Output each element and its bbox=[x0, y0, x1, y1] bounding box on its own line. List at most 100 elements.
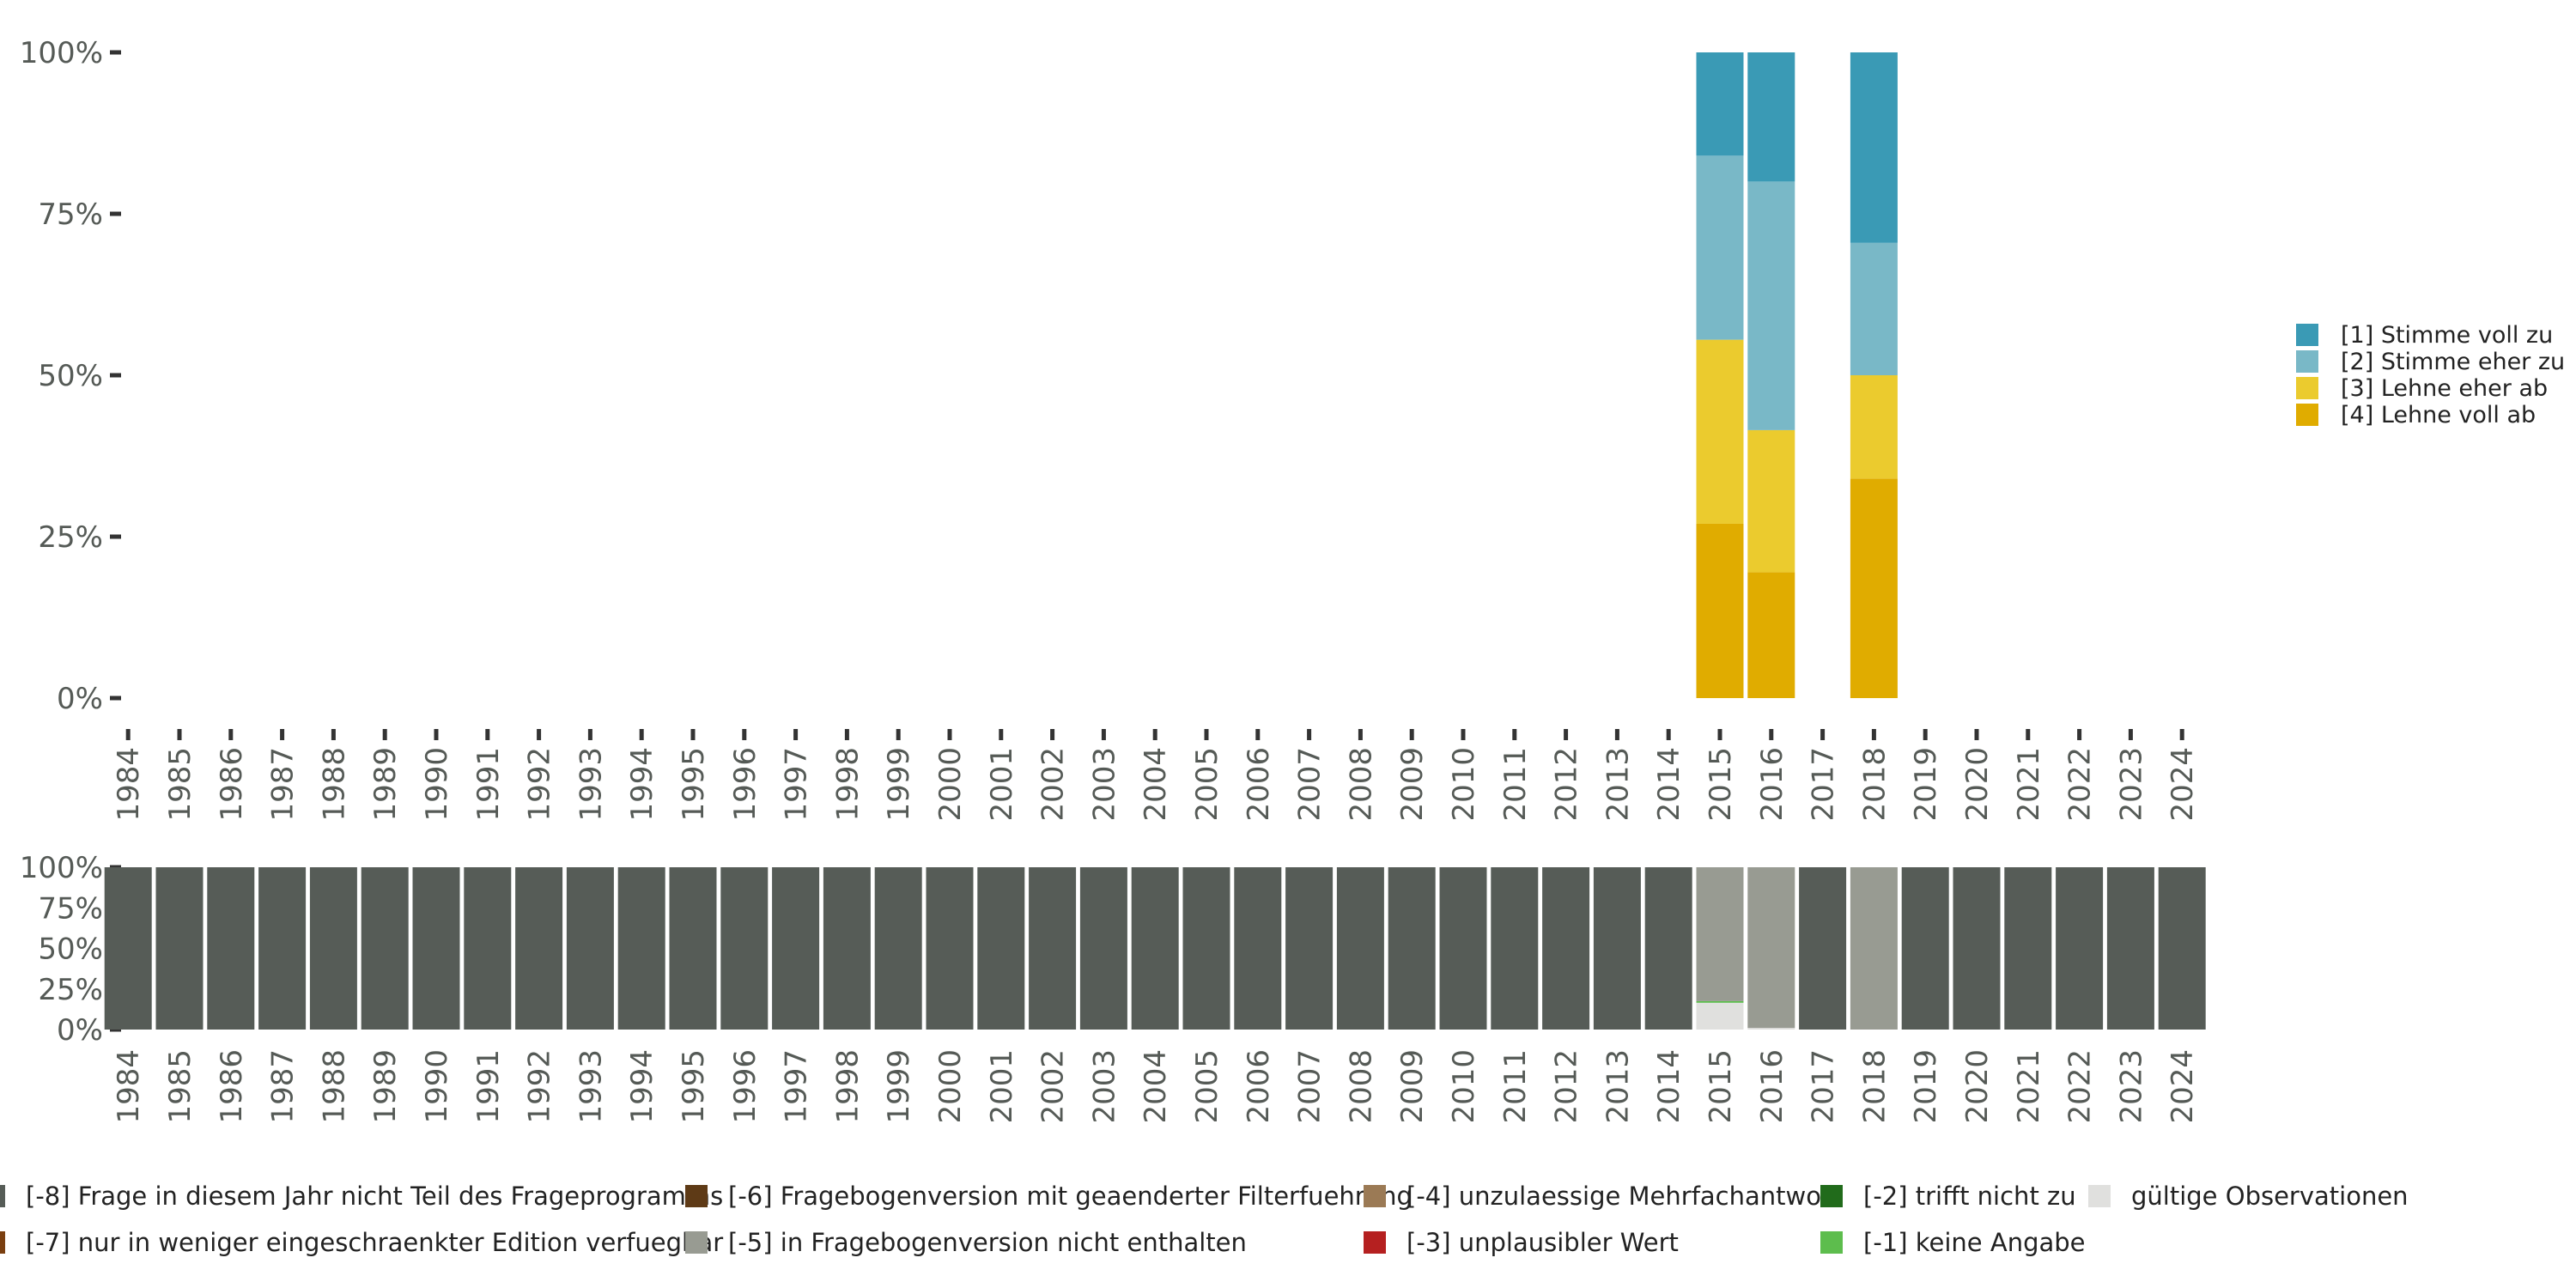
x-tick-label: 1984 bbox=[112, 747, 146, 822]
x-tick-label: 1988 bbox=[317, 1049, 351, 1124]
bar-segment bbox=[1542, 867, 1590, 1030]
legend-swatch bbox=[1364, 1185, 1386, 1207]
x-tick-label: 1993 bbox=[574, 747, 608, 822]
x-tick-label: 1994 bbox=[625, 1049, 659, 1124]
x-tick-label: 1991 bbox=[471, 1049, 506, 1124]
x-tick-label: 2015 bbox=[1704, 1049, 1738, 1124]
bar-segment bbox=[617, 867, 665, 1030]
legend-swatch bbox=[2296, 404, 2318, 426]
bar-segment bbox=[1747, 867, 1795, 1029]
bar-segment bbox=[1747, 429, 1795, 573]
x-tick-label: 2002 bbox=[1036, 1049, 1071, 1124]
y-tick-label: 25% bbox=[38, 520, 103, 555]
x-tick-label: 1986 bbox=[215, 1049, 249, 1124]
y-tick-label: 50% bbox=[38, 359, 103, 393]
x-tick-label: 1999 bbox=[882, 1049, 916, 1124]
legend-label: [-8] Frage in diesem Jahr nicht Teil des… bbox=[26, 1182, 723, 1211]
bar-segment bbox=[1850, 867, 1898, 1030]
bar-segment bbox=[1696, 339, 1744, 524]
x-tick-label: 1995 bbox=[677, 747, 711, 822]
x-tick-label: 2020 bbox=[1960, 747, 1995, 822]
x-tick-label: 2013 bbox=[1601, 1049, 1635, 1124]
legend-label: [4] Lehne voll ab bbox=[2341, 402, 2536, 428]
bar-segment bbox=[104, 867, 152, 1030]
bar-segment bbox=[1079, 867, 1127, 1030]
x-tick-label: 1995 bbox=[677, 1049, 711, 1124]
bar-segment bbox=[1593, 867, 1641, 1030]
bar-segment bbox=[464, 867, 512, 1030]
x-tick-label: 1989 bbox=[368, 747, 403, 822]
bar-segment bbox=[566, 867, 614, 1030]
x-tick-label: 2018 bbox=[1857, 747, 1892, 822]
x-tick-label: 2001 bbox=[985, 1049, 1019, 1124]
x-tick-label: 1989 bbox=[368, 1049, 403, 1124]
x-tick-label: 2011 bbox=[1498, 1049, 1533, 1124]
x-tick-label: 1987 bbox=[266, 1049, 301, 1124]
bar-segment bbox=[1644, 867, 1692, 1030]
x-tick-label: 2005 bbox=[1190, 1049, 1224, 1124]
bar-segment bbox=[258, 867, 307, 1030]
x-tick-label: 2004 bbox=[1139, 747, 1173, 822]
x-tick-label: 2014 bbox=[1652, 747, 1686, 822]
x-tick-label: 2020 bbox=[1960, 1049, 1995, 1124]
x-tick-label: 1999 bbox=[882, 747, 916, 822]
x-tick-label: 1992 bbox=[523, 747, 557, 822]
x-tick-label: 2011 bbox=[1498, 747, 1533, 822]
bar-segment bbox=[1029, 867, 1077, 1030]
x-tick-label: 2003 bbox=[1087, 1049, 1121, 1124]
x-tick-label: 2007 bbox=[1293, 1049, 1327, 1124]
bar-segment bbox=[1850, 52, 1898, 243]
bar-segment bbox=[1696, 867, 1744, 1001]
bar-segment bbox=[874, 867, 922, 1030]
legend-label: [-7] nur in weniger eingeschraenkter Edi… bbox=[26, 1228, 723, 1257]
bar-segment bbox=[720, 867, 769, 1030]
top-chart: 0% 25% 50% 75% 100% 1984 1985 1986 1987 1988 1989 1… bbox=[20, 36, 2200, 822]
legend-swatch bbox=[685, 1185, 708, 1207]
bar-segment bbox=[1182, 867, 1230, 1030]
legend-swatch bbox=[1820, 1185, 1843, 1207]
bar-segment bbox=[1799, 867, 1847, 1030]
legend-swatch bbox=[2296, 324, 2318, 346]
bar-segment bbox=[1850, 375, 1898, 479]
x-tick-label: 2010 bbox=[1447, 1049, 1481, 1124]
y-tick-label: 100% bbox=[20, 851, 103, 885]
x-tick-label: 2006 bbox=[1242, 1049, 1276, 1124]
x-tick-label: 2010 bbox=[1447, 747, 1481, 822]
x-tick-label: 1994 bbox=[625, 747, 659, 822]
x-tick-label: 2001 bbox=[985, 747, 1019, 822]
x-tick-label: 1998 bbox=[830, 1049, 865, 1124]
legend-label: [3] Lehne eher ab bbox=[2341, 375, 2548, 402]
x-tick-label: 2015 bbox=[1704, 747, 1738, 822]
bar-segment bbox=[2056, 867, 2104, 1030]
legend-label: [-1] keine Angabe bbox=[1863, 1228, 2086, 1257]
y-tick-label: 25% bbox=[38, 973, 103, 1007]
x-tick-label: 1986 bbox=[215, 747, 249, 822]
bar-segment bbox=[1850, 242, 1898, 375]
bar-segment bbox=[412, 867, 460, 1030]
legend-swatch bbox=[0, 1185, 5, 1207]
bar-segment bbox=[2106, 867, 2154, 1030]
bar-segment bbox=[1696, 1000, 1744, 1003]
bar-segment bbox=[669, 867, 717, 1030]
x-tick-label: 1993 bbox=[574, 1049, 608, 1124]
x-tick-label: 2004 bbox=[1139, 1049, 1173, 1124]
bar-segment bbox=[2158, 867, 2206, 1030]
x-tick-label: 2017 bbox=[1807, 1049, 1841, 1124]
legend-label: gültige Observationen bbox=[2131, 1182, 2409, 1211]
x-tick-label: 1985 bbox=[163, 747, 197, 822]
legend-swatch bbox=[1820, 1231, 1843, 1254]
x-tick-label: 1997 bbox=[780, 1049, 814, 1124]
bottom-chart: 0% 25% 50% 75% 100% 1984 1985 1986 1987 1988 1989 1… bbox=[20, 851, 2206, 1124]
x-tick-label: 1988 bbox=[317, 747, 351, 822]
bar-segment bbox=[515, 867, 563, 1030]
x-tick-label: 2019 bbox=[1909, 1049, 1943, 1124]
x-tick-label: 1997 bbox=[780, 747, 814, 822]
x-tick-label: 2008 bbox=[1344, 747, 1378, 822]
x-tick-label: 2013 bbox=[1601, 747, 1635, 822]
x-tick-label: 2021 bbox=[2012, 1049, 2046, 1124]
x-tick-label: 2023 bbox=[2114, 747, 2148, 822]
x-tick-label: 2009 bbox=[1395, 747, 1430, 822]
x-tick-label: 2022 bbox=[2063, 747, 2098, 822]
legend-label: [2] Stimme eher zu bbox=[2341, 349, 2565, 375]
x-tick-label: 2018 bbox=[1857, 1049, 1892, 1124]
